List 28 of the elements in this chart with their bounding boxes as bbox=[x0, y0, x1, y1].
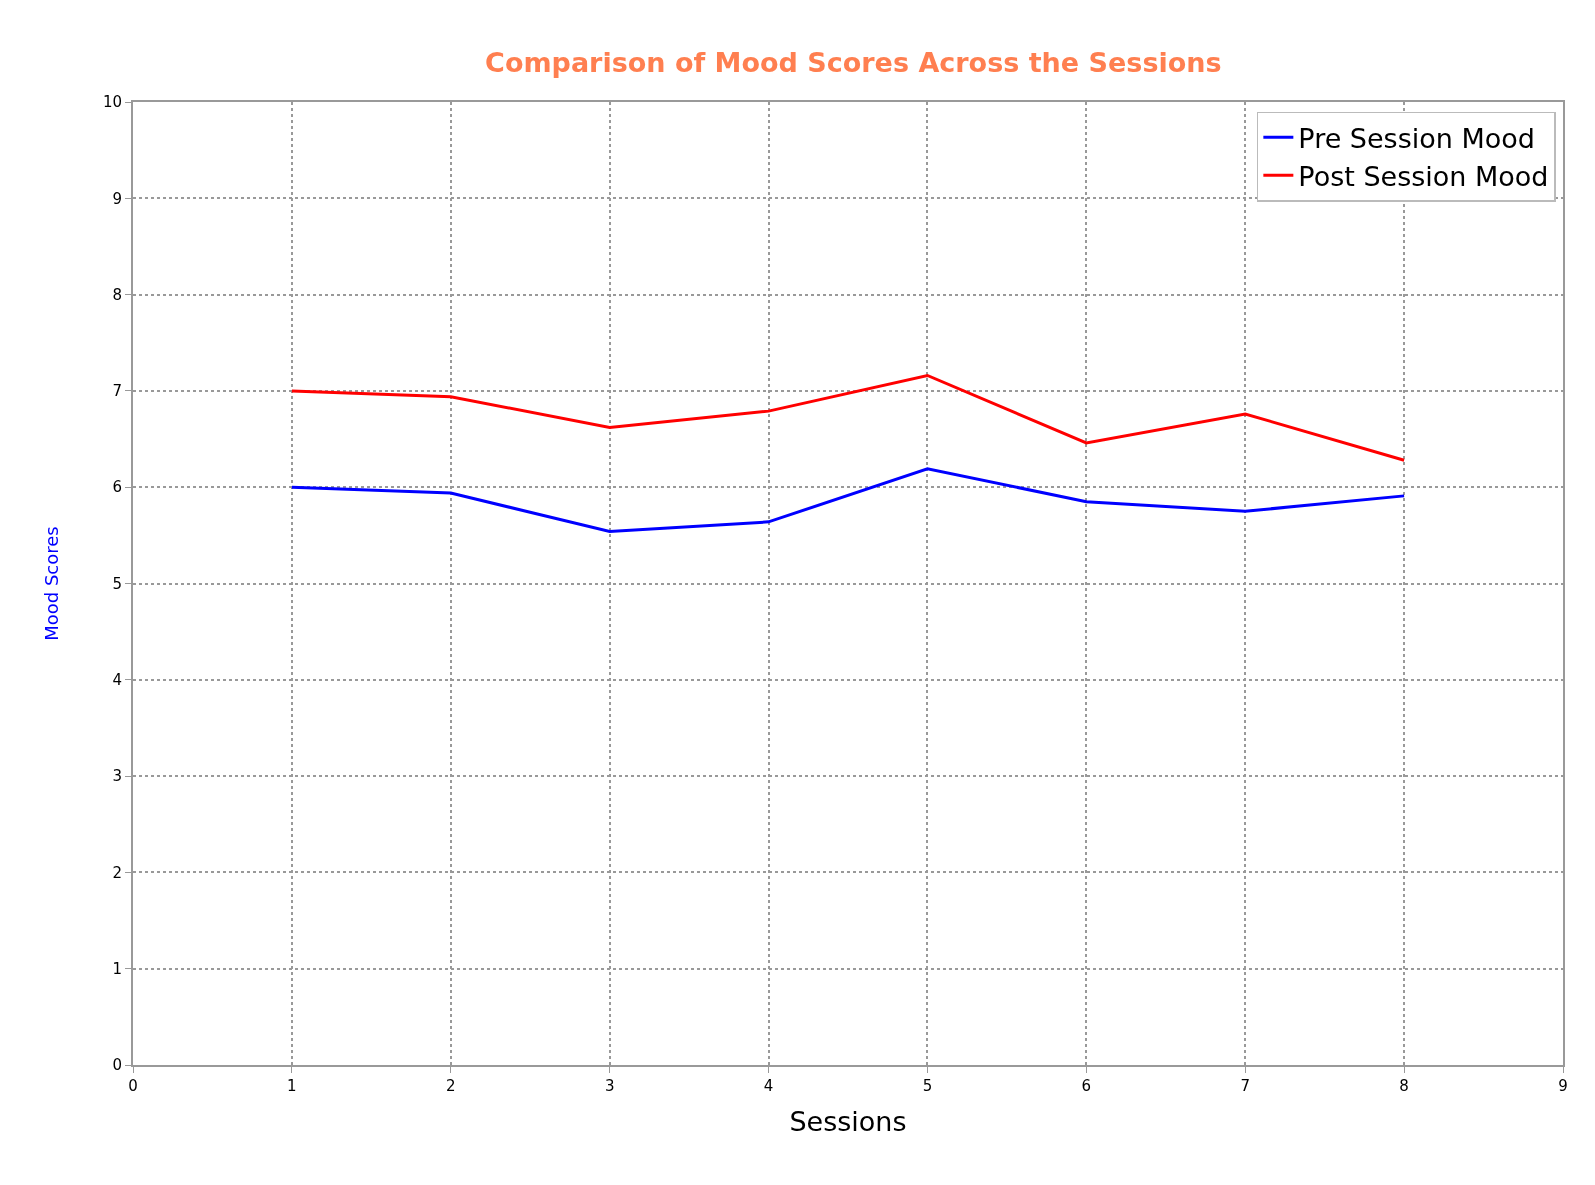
legend-label: Pre Session Mood bbox=[1298, 122, 1535, 154]
x-tick-label: 6 bbox=[1081, 1077, 1092, 1095]
y-tick-label: 0 bbox=[112, 1056, 122, 1075]
y-tick-label: 2 bbox=[112, 863, 122, 882]
x-tick-label: 9 bbox=[1558, 1077, 1568, 1095]
x-tick-label: 3 bbox=[604, 1077, 615, 1095]
chart-title: Comparison of Mood Scores Across the Sessions bbox=[485, 47, 1222, 79]
line-series bbox=[290, 467, 1406, 533]
x-tick-label: 8 bbox=[1399, 1077, 1409, 1095]
x-axis-title: Sessions bbox=[789, 1105, 907, 1137]
y-tick-label: 9 bbox=[112, 189, 122, 208]
x-tick-label: 4 bbox=[763, 1077, 774, 1095]
y-axis-title: Mood Scores bbox=[40, 526, 62, 641]
x-tick-label: 5 bbox=[922, 1077, 933, 1095]
x-tick-label: 0 bbox=[128, 1077, 138, 1095]
x-tick-label: 2 bbox=[446, 1077, 456, 1095]
y-tick-label: 1 bbox=[112, 959, 122, 978]
y-tick-label: 3 bbox=[112, 767, 122, 786]
x-tick-label: 7 bbox=[1240, 1077, 1250, 1095]
y-tick-label: 7 bbox=[112, 382, 122, 401]
x-tick-label: 1 bbox=[287, 1077, 297, 1095]
line-series bbox=[290, 373, 1406, 462]
legend-label: Post Session Mood bbox=[1298, 160, 1549, 192]
y-tick-label: 8 bbox=[112, 285, 122, 304]
y-tick-label: 6 bbox=[112, 478, 122, 497]
y-tick-label: 4 bbox=[112, 671, 122, 690]
y-tick-label: 10 bbox=[102, 93, 122, 112]
y-tick-label: 5 bbox=[112, 574, 122, 593]
